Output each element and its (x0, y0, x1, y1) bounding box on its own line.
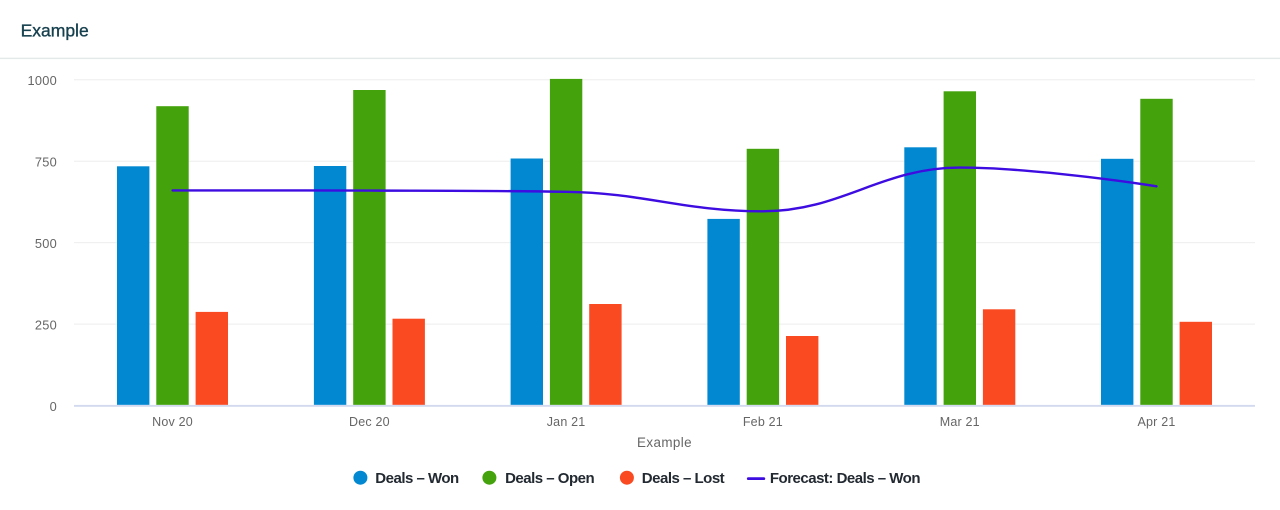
svg-text:250: 250 (35, 318, 57, 333)
svg-text:Nov 20: Nov 20 (152, 415, 193, 429)
svg-text:750: 750 (35, 155, 57, 170)
svg-text:Mar 21: Mar 21 (940, 415, 980, 429)
svg-text:Dec 20: Dec 20 (349, 415, 390, 429)
svg-text:Deals – Lost: Deals – Lost (642, 470, 725, 487)
svg-text:0: 0 (50, 399, 57, 414)
svg-text:500: 500 (35, 236, 57, 251)
svg-text:Example: Example (637, 435, 692, 450)
svg-text:Feb 21: Feb 21 (743, 415, 783, 429)
svg-text:Forecast: Deals – Won: Forecast: Deals – Won (770, 470, 920, 487)
svg-text:Apr 21: Apr 21 (1137, 415, 1175, 429)
svg-text:Example: Example (21, 21, 89, 41)
svg-text:Deals – Won: Deals – Won (375, 470, 459, 487)
svg-text:1000: 1000 (28, 73, 57, 88)
svg-text:Jan 21: Jan 21 (547, 415, 586, 429)
svg-text:Deals – Open: Deals – Open (505, 470, 594, 487)
